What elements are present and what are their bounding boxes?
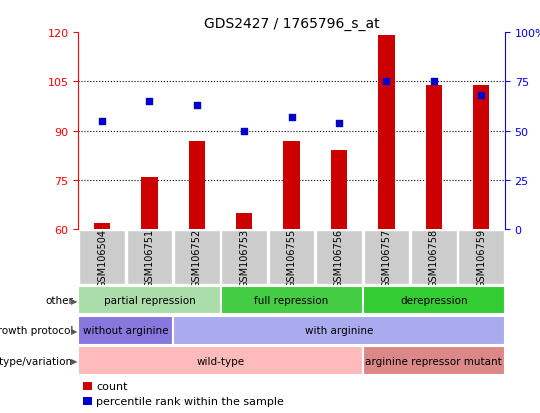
- Text: GSM106752: GSM106752: [192, 228, 202, 287]
- Text: partial repression: partial repression: [104, 295, 195, 306]
- Point: [240, 128, 248, 135]
- Text: ▶: ▶: [71, 326, 77, 335]
- Bar: [363, 231, 409, 284]
- Point: [287, 114, 296, 121]
- Bar: [78, 316, 173, 345]
- Bar: [378, 36, 395, 230]
- Text: ▶: ▶: [71, 356, 77, 365]
- Text: GSM106755: GSM106755: [287, 228, 296, 287]
- Text: wild-type: wild-type: [197, 356, 245, 366]
- Bar: [473, 85, 489, 230]
- Bar: [141, 177, 158, 230]
- Bar: [220, 286, 363, 315]
- Bar: [363, 347, 505, 375]
- Point: [382, 79, 391, 85]
- Text: derepression: derepression: [400, 295, 468, 306]
- Title: GDS2427 / 1765796_s_at: GDS2427 / 1765796_s_at: [204, 17, 380, 31]
- Bar: [83, 396, 92, 405]
- Bar: [174, 231, 220, 284]
- Bar: [363, 286, 505, 315]
- Text: GSM106504: GSM106504: [97, 228, 107, 287]
- Bar: [269, 231, 314, 284]
- Text: percentile rank within the sample: percentile rank within the sample: [96, 396, 284, 406]
- Point: [98, 118, 106, 125]
- Text: with arginine: with arginine: [305, 325, 373, 336]
- Bar: [221, 231, 267, 284]
- Point: [477, 93, 485, 99]
- Text: genotype/variation: genotype/variation: [0, 356, 73, 366]
- Bar: [458, 231, 504, 284]
- Bar: [426, 85, 442, 230]
- Text: arginine repressor mutant: arginine repressor mutant: [366, 356, 502, 366]
- Bar: [78, 347, 363, 375]
- Bar: [411, 231, 456, 284]
- Text: growth protocol: growth protocol: [0, 325, 73, 336]
- Point: [429, 79, 438, 85]
- Bar: [330, 151, 347, 230]
- Text: GSM106759: GSM106759: [476, 228, 486, 287]
- Point: [145, 99, 154, 105]
- Text: GSM106751: GSM106751: [144, 228, 154, 287]
- Bar: [79, 231, 125, 284]
- Text: GSM106756: GSM106756: [334, 228, 344, 287]
- Text: without arginine: without arginine: [83, 325, 168, 336]
- Bar: [316, 231, 362, 284]
- Text: full repression: full repression: [254, 295, 329, 306]
- Text: ▶: ▶: [71, 296, 77, 305]
- Point: [192, 102, 201, 109]
- Bar: [284, 141, 300, 230]
- Bar: [188, 141, 205, 230]
- Text: other: other: [45, 295, 73, 306]
- Text: GSM106758: GSM106758: [429, 228, 439, 287]
- Bar: [94, 223, 110, 230]
- Bar: [78, 286, 220, 315]
- Text: GSM106753: GSM106753: [239, 228, 249, 287]
- Text: count: count: [96, 381, 128, 391]
- Text: GSM106757: GSM106757: [381, 228, 391, 287]
- Bar: [236, 213, 253, 230]
- Bar: [173, 316, 505, 345]
- Point: [335, 120, 343, 127]
- Bar: [83, 382, 92, 390]
- Bar: [127, 231, 172, 284]
